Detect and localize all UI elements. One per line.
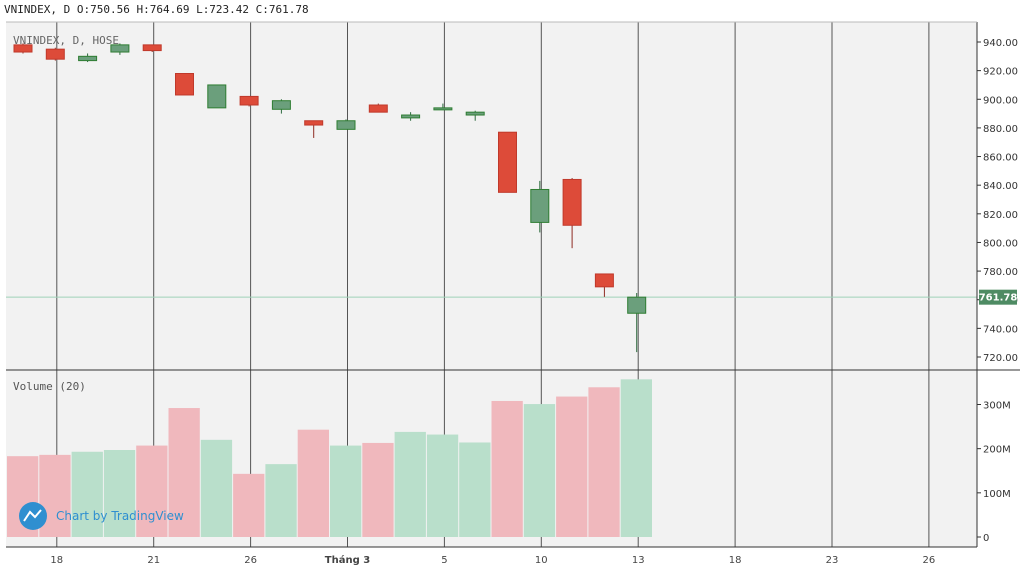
candle-body	[175, 73, 194, 96]
volume-bar	[523, 404, 556, 537]
candle	[530, 180, 550, 233]
price-tick-label: 720.00	[983, 353, 1018, 364]
candle-body	[627, 296, 647, 314]
candle-body	[368, 104, 388, 113]
candle	[433, 103, 453, 111]
volume-bar	[233, 473, 265, 537]
ohlc-readout: O:750.56 H:764.69 L:723.42 C:761.78	[76, 3, 309, 16]
tradingview-logo-mark	[23, 509, 42, 522]
volume-tick-label: 0	[983, 533, 989, 544]
tradingview-watermark[interactable]: Chart by TradingView	[19, 502, 184, 530]
volume-pane-label: Volume (20)	[13, 380, 86, 393]
price-tick-label: 860.00	[983, 153, 1018, 164]
x-tick-label: 5	[441, 555, 447, 566]
volume-bar	[588, 387, 620, 537]
volume-tick-label: 300M	[983, 401, 1011, 412]
volume-tick-label: 100M	[983, 489, 1011, 500]
volume-bar	[39, 454, 71, 537]
candle-body	[401, 114, 421, 119]
volume-bars	[7, 379, 652, 537]
price-tick-label: 880.00	[983, 124, 1018, 135]
candle	[336, 119, 356, 130]
volume-bar	[491, 400, 523, 537]
candle	[368, 103, 388, 113]
candle	[207, 84, 227, 109]
x-tick-label: 18	[50, 555, 63, 566]
volume-bar	[136, 445, 168, 537]
price-tick-label: 920.00	[983, 67, 1018, 78]
price-tick-label: 940.00	[983, 38, 1018, 49]
candle-body	[433, 107, 453, 111]
price-tick-label: 820.00	[983, 210, 1018, 221]
x-tick-label: 23	[826, 555, 839, 566]
volume-bar	[556, 396, 588, 537]
candle-body	[271, 100, 291, 110]
volume-bar	[265, 464, 297, 537]
volume-bar	[394, 431, 426, 537]
candle-body	[142, 44, 162, 52]
symbol-label: VNINDEX	[4, 3, 51, 16]
candle-body	[110, 44, 130, 53]
candle	[271, 99, 291, 114]
price-tick-label: 780.00	[983, 267, 1018, 278]
volume-bar	[200, 439, 233, 537]
candle	[110, 43, 130, 55]
volume-bar	[297, 429, 329, 537]
candle	[627, 293, 647, 353]
candle	[45, 47, 65, 61]
candle-body	[13, 44, 33, 53]
candle-body	[336, 120, 356, 130]
candle-body	[465, 111, 485, 116]
x-tick-label: 26	[244, 555, 257, 566]
candle	[498, 131, 517, 193]
candle-body	[78, 55, 98, 62]
watermark-text: Chart by TradingView	[56, 509, 184, 523]
candle-body	[594, 273, 614, 288]
volume-bar	[330, 445, 362, 537]
price-tick-label: 840.00	[983, 181, 1018, 192]
price-pane-label: VNINDEX, D, HOSE	[13, 34, 119, 47]
volume-bar	[459, 442, 491, 537]
candle	[78, 53, 98, 63]
candle-body	[239, 95, 259, 106]
x-tick-label: 10	[535, 555, 548, 566]
volume-bar	[71, 451, 103, 537]
candle-body	[562, 178, 582, 226]
candle-body	[530, 188, 550, 223]
candle-body	[304, 120, 324, 126]
volume-bar	[103, 449, 136, 537]
candles	[13, 43, 647, 353]
last-price-tag: 761.78	[979, 289, 1018, 305]
candle	[175, 73, 194, 96]
volume-bar	[168, 408, 200, 537]
x-tick-label: 21	[147, 555, 160, 566]
interval-label: D	[63, 3, 71, 16]
candle	[594, 273, 614, 297]
price-tick-label: 740.00	[983, 324, 1018, 335]
candle	[401, 112, 421, 121]
axes: 18 21 26 Tháng 3 5 10 13 18 23 26 940.00 920.00 900.…	[6, 21, 1020, 566]
x-tick-label: 13	[632, 555, 645, 566]
candle	[239, 95, 259, 107]
chart-header: VNINDEX, D O:750.56 H:764.69 L:723.42 C:…	[4, 3, 309, 16]
candle	[562, 178, 582, 249]
candle-body	[207, 84, 227, 109]
candle	[13, 43, 33, 54]
candle	[304, 120, 324, 138]
price-tick-label: 800.00	[983, 238, 1018, 249]
candle-body	[45, 48, 65, 60]
candle-body	[498, 131, 517, 193]
x-tick-label: Tháng 3	[325, 554, 370, 566]
volume-bar	[426, 434, 459, 537]
candle	[142, 44, 162, 53]
price-tick-label: 900.00	[983, 95, 1018, 106]
volume-tick-label: 200M	[983, 445, 1011, 456]
x-tick-label: 18	[729, 555, 742, 566]
last-price-label: 761.78	[979, 293, 1018, 304]
candle	[465, 110, 485, 121]
x-tick-label: 26	[923, 555, 936, 566]
volume-bar	[620, 379, 652, 537]
volume-bar	[362, 442, 394, 537]
